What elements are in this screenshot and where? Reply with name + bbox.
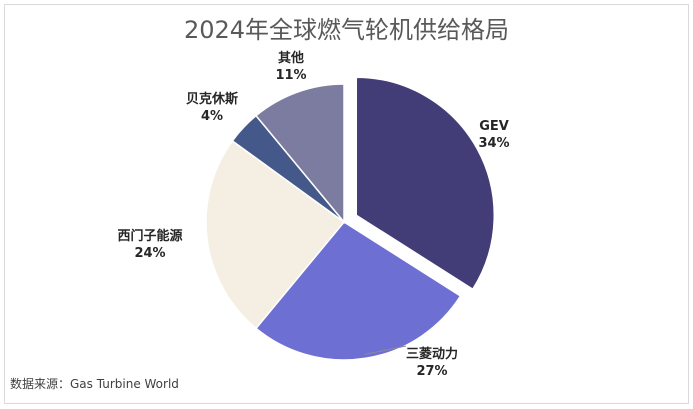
leader-line (364, 345, 407, 355)
slice-label-category: GEV (479, 119, 509, 134)
slice-label-category: 三菱动力 (406, 346, 458, 362)
slice-label-value: 34% (478, 136, 509, 151)
source-note: 数据来源：Gas Turbine World (10, 377, 179, 391)
slice-label-value: 11% (275, 68, 306, 83)
pie-slice-2 (254, 221, 462, 361)
slice-label-category: 其他 (278, 50, 304, 66)
pie-slice-5 (254, 83, 345, 225)
pie-slice-3 (205, 139, 346, 330)
slice-label-category: 西门子能源 (117, 228, 182, 244)
slice-label-value: 4% (201, 109, 223, 124)
slice-label-value: 24% (134, 246, 165, 261)
slice-label-value: 27% (416, 364, 447, 379)
chart-title: 2024年全球燃气轮机供给格局 (183, 16, 510, 44)
pie-slice-1 (355, 76, 496, 291)
slice-label-category: 贝克休斯 (186, 91, 238, 107)
